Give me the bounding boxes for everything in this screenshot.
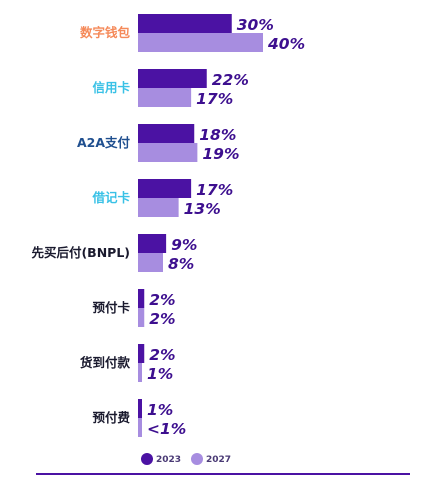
bar-2027-0 (138, 33, 263, 52)
value-label-2027-4: 8% (168, 255, 194, 273)
category-label-2: A2A支付 (77, 135, 131, 150)
value-label-2023-4: 9% (171, 236, 197, 254)
bars-group (138, 14, 263, 437)
value-labels-group: 30%40%22%17%18%19%17%13%9%8%2%2%2%1%1%<1… (147, 16, 305, 438)
value-label-2023-0: 30% (237, 16, 274, 34)
value-label-2027-6: 1% (147, 365, 173, 383)
category-label-1: 信用卡 (92, 80, 130, 95)
bar-2023-1 (138, 69, 207, 88)
value-label-2023-2: 18% (199, 126, 236, 144)
value-label-2027-2: 19% (202, 145, 239, 163)
category-label-0: 数字钱包 (79, 25, 131, 40)
value-label-2027-1: 17% (196, 90, 233, 108)
bar-2023-2 (138, 124, 195, 143)
category-label-6: 货到付款 (80, 355, 131, 370)
category-label-7: 预付费 (92, 410, 130, 425)
value-label-2023-3: 17% (196, 181, 233, 199)
value-label-2027-5: 2% (149, 310, 175, 328)
bar-2023-4 (138, 234, 167, 253)
bar-2027-7 (138, 418, 142, 437)
value-label-2027-7: <1% (147, 420, 186, 438)
bar-2027-2 (138, 143, 198, 162)
value-label-2023-5: 2% (149, 291, 175, 309)
bar-2027-4 (138, 253, 163, 272)
legend-swatch-2023 (141, 453, 153, 465)
value-label-2023-6: 2% (149, 346, 175, 364)
legend-label-2023: 2023 (156, 455, 181, 465)
category-label-4: 先买后付(BNPL) (31, 245, 130, 260)
category-label-3: 借记卡 (91, 190, 130, 205)
bar-2023-7 (138, 399, 142, 418)
bar-2027-6 (138, 363, 142, 382)
value-label-2027-0: 40% (267, 35, 305, 53)
legend-swatch-2027 (191, 453, 203, 465)
bar-2027-5 (138, 308, 145, 327)
bar-2023-5 (138, 289, 145, 308)
bar-2023-6 (138, 344, 145, 363)
legend-label-2027: 2027 (206, 455, 231, 465)
bar-2027-1 (138, 88, 192, 107)
bar-2023-0 (138, 14, 232, 33)
bar-2023-3 (138, 179, 192, 198)
value-label-2027-3: 13% (184, 200, 221, 218)
category-label-5: 预付卡 (92, 300, 130, 315)
bar-2027-3 (138, 198, 179, 217)
value-label-2023-7: 1% (147, 401, 173, 419)
legend: 2023 2027 (141, 453, 231, 465)
value-label-2023-1: 22% (212, 71, 249, 89)
